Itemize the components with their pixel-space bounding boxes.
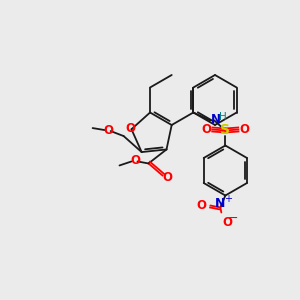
Text: N: N bbox=[215, 197, 226, 210]
Text: O: O bbox=[103, 124, 114, 136]
Text: N: N bbox=[211, 113, 221, 126]
Text: −: − bbox=[228, 212, 238, 225]
Text: O: O bbox=[222, 216, 232, 229]
Text: O: O bbox=[201, 123, 211, 136]
Text: O: O bbox=[239, 123, 249, 136]
Text: S: S bbox=[220, 124, 230, 137]
Text: O: O bbox=[125, 122, 136, 135]
Text: O: O bbox=[163, 171, 172, 184]
Text: O: O bbox=[196, 199, 206, 212]
Text: H: H bbox=[219, 112, 227, 122]
Text: +: + bbox=[224, 194, 232, 203]
Text: O: O bbox=[130, 154, 140, 167]
